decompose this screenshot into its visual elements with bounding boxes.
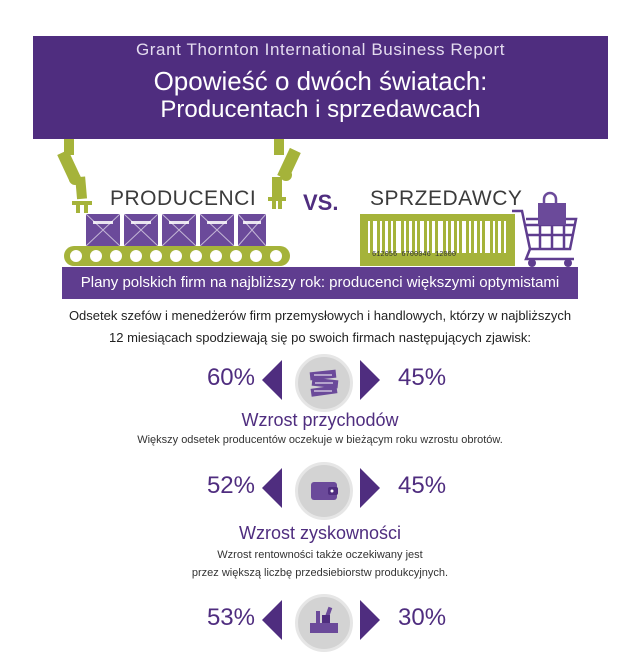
brand-name: Grant Thornton International Business Re… xyxy=(135,40,506,59)
metric-row-profitability: 52% 45% xyxy=(0,460,640,520)
machinery-icon xyxy=(310,606,338,633)
triangle-right-icon xyxy=(360,468,380,508)
page-subtitle: Producentach i sprzedawcach xyxy=(160,96,481,123)
robot-arm-right-icon xyxy=(268,139,301,209)
page-title: Opowieść o dwóch światach: xyxy=(153,66,488,96)
producers-percentage: 52% xyxy=(206,472,255,499)
metric-desc-revenue: Większy odsetek producentów oczekuje w b… xyxy=(60,431,580,449)
profitability-circle xyxy=(295,462,353,520)
metric-title-profitability: Wzrost zyskowności xyxy=(238,523,402,543)
triangle-right-icon xyxy=(360,600,380,640)
desc-line-1: Wzrost rentowności także oczekiwany jest xyxy=(217,549,423,561)
revenue-circle xyxy=(295,354,353,412)
box-stack-icon xyxy=(85,213,267,247)
report-header: Grant Thornton International Business Re… xyxy=(33,36,608,139)
shopping-bag-icon xyxy=(538,203,566,225)
conveyor-belt-icon xyxy=(64,246,290,266)
metric-row-revenue: 60% 45% xyxy=(0,352,640,412)
producers-percentage: 53% xyxy=(206,604,255,631)
illustration: 612056 6700046 12000 xyxy=(0,139,640,267)
barcode-icon xyxy=(360,214,515,266)
vs-label: VS. xyxy=(303,190,339,215)
triangle-left-icon xyxy=(262,360,282,400)
triangle-right-icon xyxy=(360,360,380,400)
section-banner: Plany polskich firm na najbliższy rok: p… xyxy=(62,267,578,299)
wallet-icon xyxy=(311,482,338,500)
triangle-left-icon xyxy=(262,600,282,640)
money-stack-icon xyxy=(309,369,339,397)
desc-line-1: Większy odsetek producentów oczekuje w b… xyxy=(137,434,503,446)
intro-line-2: 12 miesiącach spodziewają się po swoich … xyxy=(109,330,531,345)
producers-percentage: 60% xyxy=(206,364,255,391)
metric-row-investment: 53% 30% xyxy=(0,592,640,652)
producers-label: PRODUCENCI xyxy=(110,187,257,210)
intro-text: Odsetek szefów i menedżerów firm przemys… xyxy=(40,305,600,349)
desc-line-2: przez większą liczbę przedsiebiorstw pro… xyxy=(191,567,449,579)
investment-circle xyxy=(295,594,353,652)
sellers-percentage: 30% xyxy=(398,604,447,631)
intro-line-1: Odsetek szefów i menedżerów firm przemys… xyxy=(68,308,572,323)
metric-title-revenue: Wzrost przychodów xyxy=(241,410,399,430)
barcode-number: 612056 6700046 12000 xyxy=(372,251,457,259)
metric-desc-profitability: Wzrost rentowności także oczekiwany jest… xyxy=(60,546,580,582)
sellers-percentage: 45% xyxy=(398,472,447,499)
robot-arm-left-icon xyxy=(57,139,92,213)
triangle-left-icon xyxy=(262,468,282,508)
sellers-label: SPRZEDAWCY xyxy=(370,187,523,210)
sellers-percentage: 45% xyxy=(398,364,447,391)
